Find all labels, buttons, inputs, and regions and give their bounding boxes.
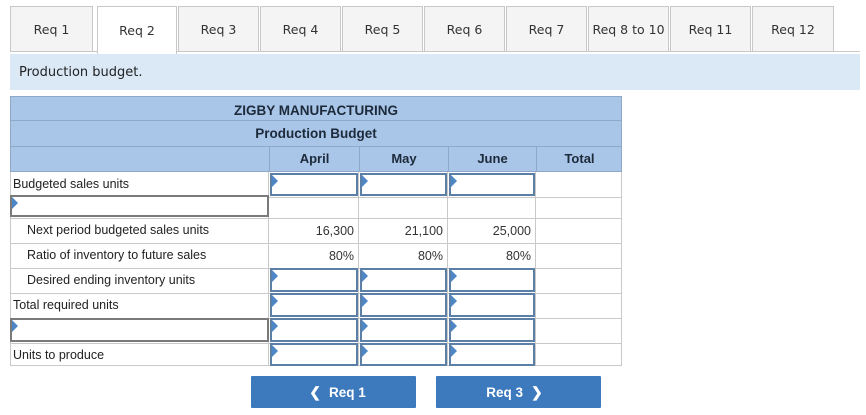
input-units-to-produce-april[interactable] [270, 343, 358, 366]
input-desired-ending-april[interactable] [270, 268, 358, 292]
label-inventory-ratio: Ratio of inventory to future sales [27, 248, 207, 262]
input-marker [362, 345, 368, 357]
label-next-period-sales: Next period budgeted sales units [27, 223, 210, 237]
input-desired-ending-june[interactable] [449, 268, 535, 292]
value-ratio-june: 80% [505, 249, 531, 263]
input-row2-may[interactable] [360, 318, 447, 342]
input-marker [451, 320, 457, 332]
input-row-label-2[interactable] [10, 318, 269, 342]
input-marker [451, 270, 457, 282]
value-ratio-may: 80% [417, 249, 443, 263]
tab-req-11[interactable]: Req 11 [670, 6, 751, 52]
col-total: Total [536, 147, 622, 171]
input-marker [362, 175, 368, 187]
input-row-label-1[interactable] [10, 195, 269, 217]
prev-req-label: Req 1 [328, 384, 366, 400]
input-marker [362, 270, 368, 282]
row-line [10, 243, 622, 244]
col-divider [447, 172, 448, 366]
label-budgeted-sales: Budgeted sales units [13, 177, 130, 191]
input-marker [272, 175, 278, 187]
input-total-required-june[interactable] [449, 293, 535, 317]
input-row2-june[interactable] [449, 318, 535, 342]
value-next-period-april: 16,300 [315, 224, 354, 238]
input-row2-april[interactable] [270, 318, 358, 342]
tab-req-6[interactable]: Req 6 [424, 6, 505, 52]
tab-req-4[interactable]: Req 4 [260, 6, 341, 52]
budget-title: Production Budget [10, 121, 622, 146]
tab-bar: Req 1 Req 2 Req 3 Req 4 Req 5 Req 6 Req … [10, 6, 860, 54]
input-marker [272, 295, 278, 307]
value-next-period-may: 21,100 [404, 224, 443, 238]
input-marker [272, 345, 278, 357]
production-budget-sheet: ZIGBY MANUFACTURING Production Budget Ap… [10, 96, 622, 366]
prev-req-button[interactable]: ❮ Req 1 [251, 376, 416, 408]
input-desired-ending-may[interactable] [360, 268, 447, 292]
right-border [621, 172, 622, 366]
left-border [10, 172, 11, 366]
input-units-to-produce-june[interactable] [449, 343, 535, 366]
input-marker [272, 270, 278, 282]
row-line [10, 197, 622, 198]
col-divider [535, 172, 536, 366]
input-marker [12, 197, 18, 209]
input-units-to-produce-may[interactable] [360, 343, 447, 366]
input-budgeted-sales-may[interactable] [360, 173, 447, 196]
label-desired-ending-inventory: Desired ending inventory units [27, 273, 196, 287]
instruction-text: Production budget. [19, 64, 143, 80]
tab-req-8-to-10[interactable]: Req 8 to 10 [588, 6, 669, 52]
input-budgeted-sales-june[interactable] [449, 173, 535, 196]
budget-body: Budgeted sales units Next period budgete… [10, 172, 622, 366]
tab-req-3[interactable]: Req 3 [178, 6, 259, 52]
input-marker [451, 295, 457, 307]
col-divider [268, 172, 269, 366]
input-marker [451, 345, 457, 357]
tab-req-2[interactable]: Req 2 [97, 6, 177, 54]
input-marker [272, 320, 278, 332]
input-total-required-april[interactable] [270, 293, 358, 317]
budget-title-text: Production Budget [255, 126, 377, 141]
next-req-label: Req 3 [486, 384, 524, 400]
input-total-required-may[interactable] [360, 293, 447, 317]
tab-req-12[interactable]: Req 12 [752, 6, 834, 52]
col-may: May [359, 147, 448, 171]
value-ratio-april: 80% [328, 249, 354, 263]
tab-req-1[interactable]: Req 1 [10, 6, 93, 52]
chevron-left-icon: ❮ [309, 383, 321, 400]
chevron-right-icon: ❯ [531, 383, 543, 400]
value-next-period-june: 25,000 [492, 224, 531, 238]
tab-req-5[interactable]: Req 5 [342, 6, 423, 52]
input-marker [362, 295, 368, 307]
column-header-row: April May June Total [10, 146, 622, 172]
label-units-to-produce: Units to produce [13, 348, 105, 362]
instruction-banner: Production budget. [10, 54, 860, 90]
company-name-text: ZIGBY MANUFACTURING [234, 103, 398, 118]
col-april: April [269, 147, 359, 171]
input-marker [451, 175, 457, 187]
company-name: ZIGBY MANUFACTURING [10, 96, 622, 121]
input-budgeted-sales-april[interactable] [270, 173, 358, 196]
next-req-button[interactable]: Req 3 ❯ [436, 376, 601, 408]
input-marker [12, 320, 18, 332]
col-divider [358, 172, 359, 366]
row-line [10, 218, 622, 219]
input-marker [362, 320, 368, 332]
label-total-required: Total required units [13, 298, 119, 312]
col-june: June [448, 147, 536, 171]
tab-divider [10, 51, 860, 52]
tab-req-7[interactable]: Req 7 [506, 6, 587, 52]
